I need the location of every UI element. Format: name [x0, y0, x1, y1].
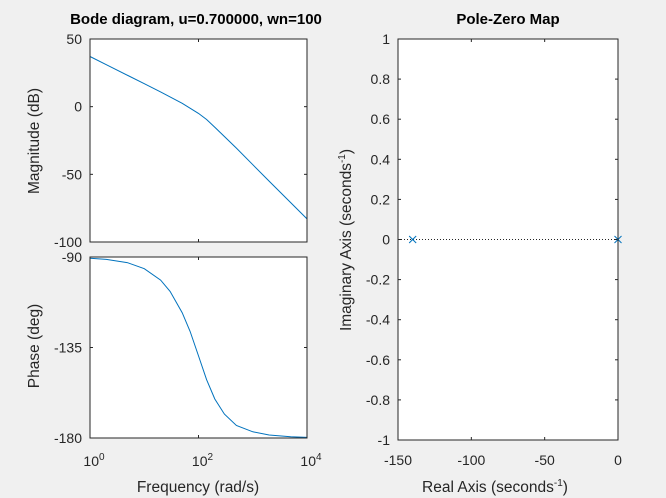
bode-title: Bode diagram, u=0.700000, wn=100 — [70, 11, 322, 28]
magnitude-ytick-label: 0 — [74, 99, 82, 115]
phase-xtick-label: 102 — [192, 452, 214, 469]
pzmap-xtick-label: -50 — [535, 452, 555, 468]
pzmap-xtick-label: -150 — [384, 452, 412, 468]
phase-ytick-label: -90 — [62, 249, 82, 265]
pzmap-ytick-label: 0.6 — [371, 111, 391, 127]
pzmap-xlabel: Real Axis (seconds-1) — [422, 478, 568, 496]
phase-ylabel: Phase (deg) — [26, 304, 43, 388]
magnitude-series-line — [89, 56, 308, 220]
phase-xtick-label: 100 — [83, 452, 105, 469]
pzmap-ytick-label: -0.8 — [366, 392, 390, 408]
pzmap-title: Pole-Zero Map — [456, 11, 559, 28]
pzmap-ytick-labels: 1 0.8 0.6 0.4 0.2 0 -0.2 -0.4 -0.6 -0.8 -1 — [366, 31, 390, 448]
pzmap-ytick-label: -0.2 — [366, 272, 390, 288]
pzmap-xtick-labels: -150 -100 -50 0 — [384, 452, 622, 468]
magnitude-axes-background — [90, 39, 307, 242]
pzmap-ytick-label: 1 — [382, 31, 390, 47]
phase-axes-frame — [89, 256, 308, 439]
pole-marker-stroke — [408, 235, 417, 244]
phase-xtick-label: 104 — [300, 452, 322, 469]
phase-plot: -90 -135 -180 100 102 104 Phase (deg) Fr… — [26, 249, 322, 496]
pzmap-ytick-label: 0.4 — [371, 151, 391, 167]
pzmap-ytick-label: -0.6 — [366, 352, 390, 368]
magnitude-axes-frame — [89, 38, 308, 243]
phase-series-line — [89, 257, 308, 438]
magnitude-ytick-label: -50 — [62, 166, 82, 182]
phase-ytick-label: -135 — [54, 340, 82, 356]
magnitude-ylabel: Magnitude (dB) — [26, 88, 43, 194]
magnitude-ytick-label: -100 — [54, 234, 82, 250]
magnitude-ytick-label: 50 — [66, 31, 82, 47]
pzmap-ytick-label: -1 — [378, 432, 391, 448]
pzmap-ytick-label: 0.8 — [371, 71, 391, 87]
pzmap-xtick-label: 0 — [614, 452, 622, 468]
pzmap-axes-frame — [397, 38, 619, 441]
pzmap-xtick-label: -100 — [457, 452, 485, 468]
pzmap-ytick-label: 0 — [382, 232, 390, 248]
magnitude-plot: 50 0 -50 -100 Bode diagram, u=0.700000, … — [26, 11, 322, 250]
phase-axes-background — [90, 257, 307, 438]
frequency-xlabel: Frequency (rad/s) — [137, 479, 259, 496]
phase-ytick-label: -180 — [54, 430, 82, 446]
pzmap-ytick-label: 0.2 — [371, 191, 391, 207]
pole-zero-plot: 1 0.8 0.6 0.4 0.2 0 -0.2 -0.4 -0.6 -0.8 -1 -150 -10… — [337, 11, 622, 496]
pzmap-ylabel: Imaginary Axis (seconds-1) — [337, 149, 355, 331]
pzmap-ytick-label: -0.4 — [366, 312, 390, 328]
pole-marker — [408, 235, 417, 244]
